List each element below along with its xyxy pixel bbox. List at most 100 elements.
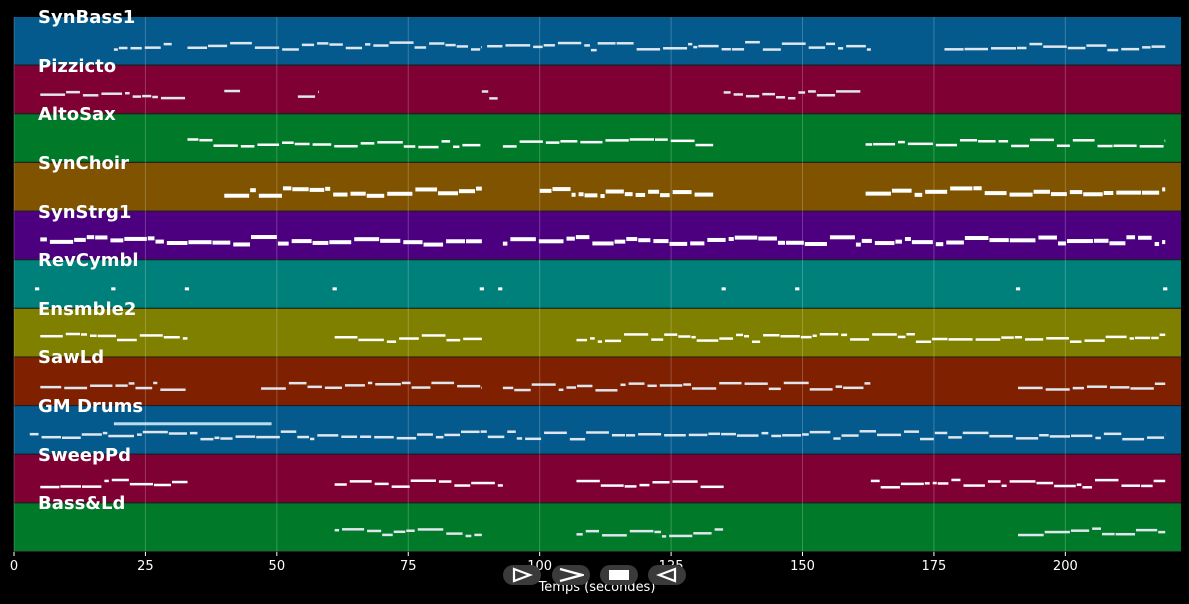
note <box>187 138 199 141</box>
tick-label: 175 <box>921 559 947 574</box>
play-button[interactable] <box>503 565 541 585</box>
note <box>1015 437 1039 440</box>
note-segment <box>498 287 503 291</box>
track-label: SynChoir <box>38 152 129 174</box>
stop-button[interactable] <box>600 565 638 585</box>
track-background <box>14 211 1181 260</box>
note <box>672 190 692 195</box>
note <box>102 431 108 435</box>
note <box>973 186 982 191</box>
note <box>240 145 255 148</box>
note <box>707 237 726 242</box>
note <box>479 287 484 291</box>
note <box>826 42 836 46</box>
note <box>365 43 371 46</box>
rewind-button[interactable] <box>648 565 686 585</box>
rewind-icon <box>656 567 677 583</box>
note <box>744 382 768 385</box>
note <box>375 383 401 386</box>
note <box>584 44 590 47</box>
track-label: GM Drums <box>38 396 144 418</box>
note <box>696 339 719 342</box>
note <box>531 383 556 386</box>
note <box>446 338 461 342</box>
note <box>182 337 188 340</box>
note <box>294 142 310 146</box>
note <box>277 241 289 246</box>
track-background <box>14 260 1181 308</box>
note <box>60 485 82 488</box>
note <box>566 386 577 389</box>
note <box>1126 235 1136 240</box>
note-segment <box>944 42 1166 52</box>
note <box>775 96 786 99</box>
note <box>1162 240 1166 245</box>
note <box>745 94 760 98</box>
note <box>401 381 411 385</box>
note <box>624 485 637 488</box>
note <box>762 48 781 51</box>
note <box>991 47 1017 50</box>
fast-forward-button[interactable] <box>552 565 590 585</box>
note <box>444 433 460 437</box>
note <box>728 237 734 242</box>
note <box>1139 145 1164 148</box>
note <box>435 435 444 439</box>
note <box>911 240 933 245</box>
note <box>1011 144 1029 148</box>
note <box>761 431 769 435</box>
note <box>1113 144 1137 148</box>
note <box>808 90 816 93</box>
note <box>317 42 329 45</box>
note <box>1076 483 1082 486</box>
track-background <box>14 406 1181 454</box>
note <box>576 338 587 342</box>
note <box>406 529 415 532</box>
note <box>1163 287 1168 291</box>
note <box>590 48 597 52</box>
note <box>360 142 375 145</box>
note <box>1164 139 1166 142</box>
note <box>1054 484 1076 488</box>
note <box>576 533 583 536</box>
note <box>1009 480 1036 483</box>
note <box>964 236 989 241</box>
note <box>880 486 900 489</box>
note <box>963 484 985 487</box>
note-segment <box>334 334 482 343</box>
note <box>282 48 299 51</box>
note <box>1043 45 1067 48</box>
note <box>544 431 567 435</box>
note <box>782 434 802 437</box>
note-segment <box>576 528 724 538</box>
note <box>614 239 626 244</box>
note <box>111 287 116 291</box>
note <box>895 239 902 244</box>
note <box>864 382 871 385</box>
note <box>1154 242 1160 247</box>
note <box>40 237 47 242</box>
track-background <box>14 17 1181 65</box>
note <box>224 89 241 93</box>
note <box>250 188 256 193</box>
note <box>35 287 40 291</box>
note <box>1069 190 1083 195</box>
note <box>152 95 158 99</box>
note <box>669 534 693 538</box>
note <box>40 385 62 389</box>
note-segment <box>40 235 482 247</box>
note <box>1151 336 1159 340</box>
note <box>900 482 924 486</box>
note <box>317 434 339 437</box>
note <box>418 145 439 149</box>
note <box>1072 386 1084 390</box>
note <box>514 388 531 392</box>
note <box>636 48 661 51</box>
note <box>257 143 280 146</box>
note <box>1046 337 1069 340</box>
note <box>1151 45 1166 48</box>
note <box>604 339 622 343</box>
note-segment <box>502 138 714 148</box>
note-segment <box>865 138 1166 148</box>
